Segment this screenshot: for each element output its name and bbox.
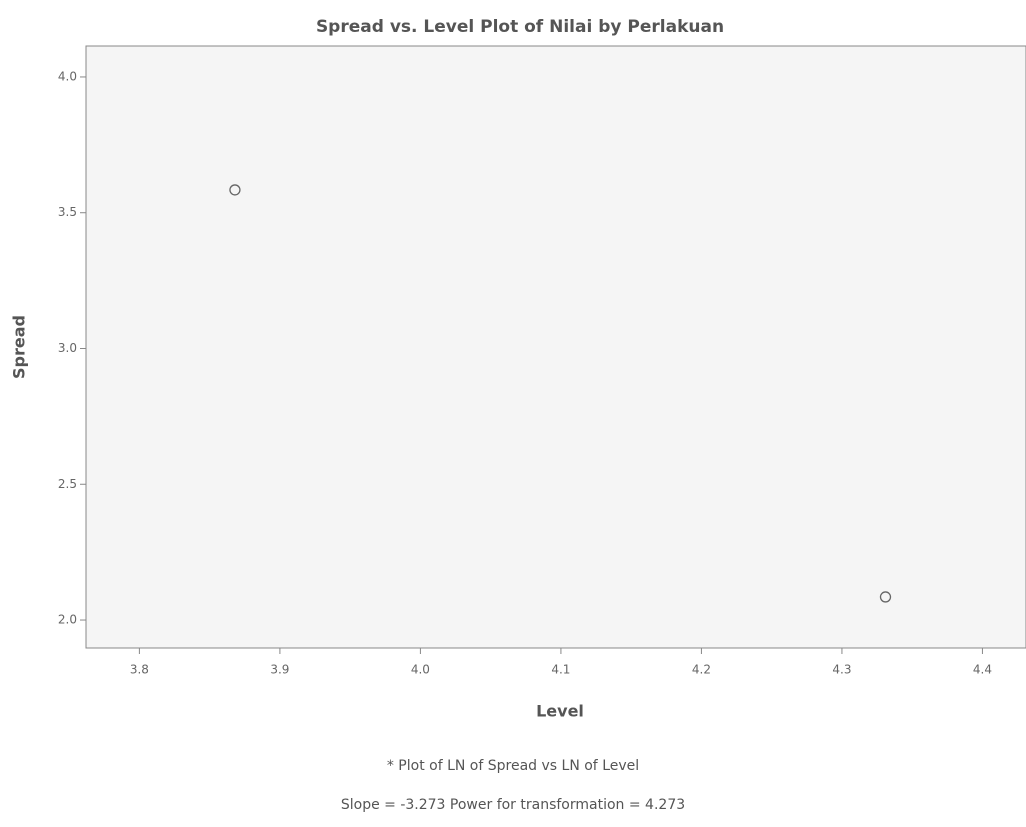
x-tick-label: 4.3 (832, 663, 851, 677)
x-tick-label: 4.2 (692, 663, 711, 677)
point (879, 591, 892, 603)
y-axis-label: Spread (10, 315, 29, 379)
x-tick-label: 4.1 (551, 663, 570, 677)
chart-title: Spread vs. Level Plot of Nilai by Perlak… (316, 17, 724, 37)
plot-area (85, 45, 1026, 649)
x-tick-label: 3.9 (270, 663, 289, 677)
x-tick-label: 4.4 (973, 663, 992, 677)
y-tick-label: 4.0 (58, 69, 77, 83)
annotation: * Plot of LN of Spread vs LN of Level (387, 758, 639, 774)
x-tick-label: 3.8 (130, 663, 149, 677)
x-axis-label: Level (536, 702, 584, 721)
y-tick-label: 3.5 (58, 205, 77, 219)
y-tick-label: 2.0 (58, 613, 77, 627)
x-tick-label: 4.0 (411, 663, 430, 677)
y-tick-label: 3.0 (58, 341, 77, 355)
point (229, 184, 241, 196)
annotation: Slope = -3.273 Power for transformation … (341, 797, 685, 813)
y-tick-label: 2.5 (58, 477, 77, 491)
